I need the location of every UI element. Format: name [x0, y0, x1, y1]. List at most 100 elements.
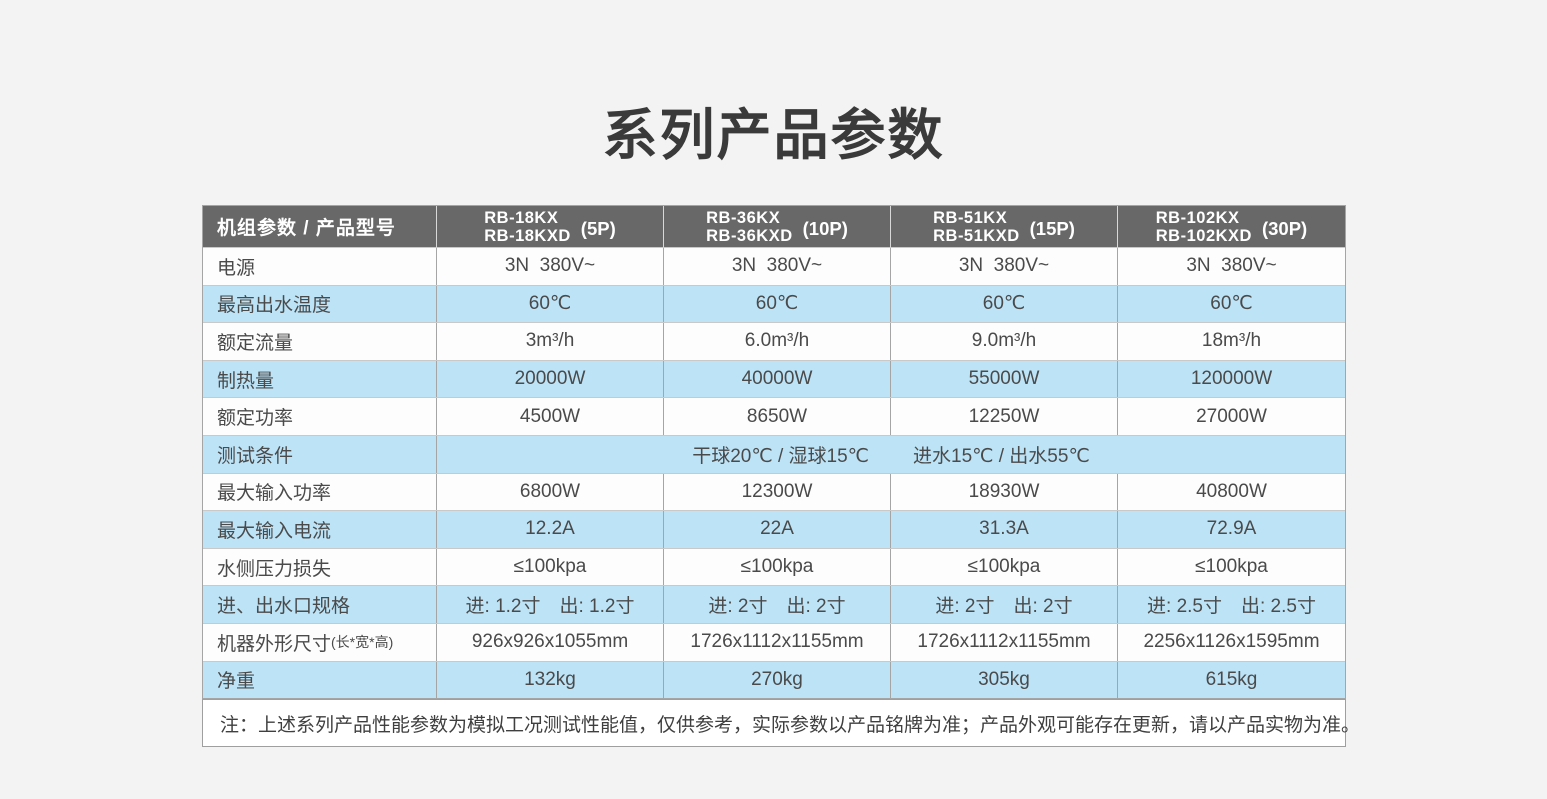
cell-value: 1726x1112x1155mm	[891, 623, 1118, 661]
model-names: RB-18KX RB-18KXD	[484, 209, 571, 245]
table-row-rated-flow: 额定流量 3m³/h 6.0m³/h 9.0m³/h 18m³/h	[203, 322, 1345, 360]
model-line2: RB-36KXD	[706, 226, 793, 245]
row-label: 测试条件	[203, 435, 437, 473]
table-row-test-conditions: 测试条件 干球20℃ / 湿球15℃ 进水15℃ / 出水55℃	[203, 434, 1345, 473]
cell-value: 进: 2.5寸 出: 2.5寸	[1147, 596, 1316, 618]
model-line1: RB-51KX	[933, 208, 1008, 227]
cell-value: 6800W	[437, 473, 664, 511]
cell-value: 9.0m³/h	[891, 323, 1118, 360]
merged-test-conditions-cell: 干球20℃ / 湿球15℃ 进水15℃ / 出水55℃	[437, 436, 1345, 473]
row-label: 制热量	[203, 360, 437, 398]
table-header-row: 机组参数 / 产品型号 RB-18KX RB-18KXD (5P) RB-36K…	[203, 206, 1345, 247]
table-row-power-supply: 电源 3N 380V~ 3N 380V~ 3N 380V~ 3N 380V~	[203, 247, 1345, 285]
cell-value: 305kg	[891, 661, 1118, 699]
cell-value: 60℃	[664, 285, 891, 323]
row-label: 最高出水温度	[203, 285, 437, 323]
power-rating: (5P)	[580, 217, 616, 239]
table-row-net-weight: 净重 132kg 270kg 305kg 615kg	[203, 660, 1345, 699]
page-title: 系列产品参数	[602, 104, 945, 166]
cell-value: 进: 1.2寸 出: 1.2寸	[437, 586, 664, 623]
cell-value: 926x926x1055mm	[437, 623, 664, 661]
row-label: 电源	[203, 248, 437, 285]
table-row-max-outlet-temp: 最高出水温度 60℃ 60℃ 60℃ 60℃	[203, 284, 1345, 323]
cell-value: 31.3A	[891, 511, 1118, 548]
cell-value: 6.0m³/h	[664, 323, 891, 360]
cell-value: 3m³/h	[437, 323, 664, 360]
test-condition-part1: 干球20℃ / 湿球15℃	[692, 445, 869, 467]
cell-value: 4500W	[437, 398, 664, 435]
model-line1: RB-102KX	[1155, 208, 1240, 227]
power-rating: (10P)	[802, 217, 848, 239]
cell-value: 进: 2寸 出: 2寸	[891, 586, 1118, 623]
cell-value: 60℃	[1210, 293, 1253, 315]
header-model-rb36: RB-36KX RB-36KXD (10P)	[664, 206, 891, 247]
table-row-max-input-current: 最大输入电流 12.2A 22A 31.3A 72.9A	[203, 510, 1345, 548]
model-line1: RB-36KX	[706, 208, 781, 227]
model-line1: RB-18KX	[484, 208, 559, 227]
footnote-text: 注：上述系列产品性能参数为模拟工况测试性能值，仅供参考，实际参数以产品铭牌为准；…	[220, 714, 1361, 736]
cell-value: 55000W	[891, 360, 1118, 398]
model-names: RB-102KX RB-102KXD	[1156, 209, 1252, 245]
cell-value: 40800W	[1196, 480, 1267, 502]
footnote: 注：上述系列产品性能参数为模拟工况测试性能值，仅供参考，实际参数以产品铭牌为准；…	[202, 699, 1360, 748]
cell-value: 18m³/h	[1201, 330, 1262, 352]
cell-value: 132kg	[437, 661, 664, 699]
cell-value: 270kg	[664, 661, 891, 699]
cell-value: 12.2A	[437, 511, 664, 548]
row-label: 机器外形尺寸 (长*宽*高)	[203, 623, 437, 661]
cell-value: 27000W	[1196, 405, 1267, 427]
model-line2: RB-18KXD	[484, 226, 571, 245]
table-row-water-pressure-loss: 水侧压力损失 ≤100kpa ≤100kpa ≤100kpa ≤100kpa	[203, 547, 1345, 586]
cell-value: ≤100kpa	[1195, 556, 1268, 578]
row-label: 进、出水口规格	[203, 586, 437, 623]
row-label: 最大输入功率	[203, 473, 437, 511]
table-row-inlet-outlet-spec: 进、出水口规格 进: 1.2寸 出: 1.2寸 进: 2寸 出: 2寸 进: 2…	[203, 585, 1345, 623]
table-row-dimensions: 机器外形尺寸 (长*宽*高) 926x926x1055mm 1726x1112x1…	[203, 622, 1345, 661]
row-label: 额定流量	[203, 323, 437, 360]
cell-value: 18930W	[891, 473, 1118, 511]
cell-value: ≤100kpa	[891, 548, 1118, 586]
spec-table-section: 机组参数 / 产品型号 RB-18KX RB-18KXD (5P) RB-36K…	[202, 205, 1360, 748]
cell-value: 3N 380V~	[1186, 255, 1277, 277]
cell-value: ≤100kpa	[664, 548, 891, 586]
header-model-rb51: RB-51KX RB-51KXD (15P)	[891, 206, 1118, 247]
cell-value: 615kg	[1205, 668, 1258, 690]
cell-value: 60℃	[437, 285, 664, 323]
cell-value: ≤100kpa	[437, 548, 664, 586]
row-label-text: 机器外形尺寸	[217, 633, 332, 655]
model-line2: RB-102KXD	[1155, 226, 1252, 245]
cell-value: 12250W	[891, 398, 1118, 435]
model-line2: RB-51KXD	[933, 226, 1020, 245]
test-condition-part2: 进水15℃ / 出水55℃	[913, 445, 1090, 467]
table-row-rated-power: 额定功率 4500W 8650W 12250W 27000W	[203, 397, 1345, 435]
model-names: RB-36KX RB-36KXD	[706, 209, 793, 245]
cell-value: 1726x1112x1155mm	[664, 623, 891, 661]
cell-value: 22A	[664, 511, 891, 548]
model-names: RB-51KX RB-51KXD	[933, 209, 1020, 245]
cell-value: 2256x1126x1595mm	[1143, 631, 1320, 653]
product-parameters-table: 机组参数 / 产品型号 RB-18KX RB-18KXD (5P) RB-36K…	[202, 205, 1346, 700]
header-model-rb18: RB-18KX RB-18KXD (5P)	[437, 206, 664, 247]
header-model-rb102: RB-102KX RB-102KXD (30P)	[1118, 206, 1345, 247]
row-label: 额定功率	[203, 398, 437, 435]
cell-value: 20000W	[437, 360, 664, 398]
cell-value: 72.9A	[1206, 518, 1257, 540]
cell-value: 3N 380V~	[437, 248, 664, 285]
cell-value: 120000W	[1190, 368, 1273, 390]
cell-value: 进: 2寸 出: 2寸	[664, 586, 891, 623]
table-row-max-input-power: 最大输入功率 6800W 12300W 18930W 40800W	[203, 472, 1345, 511]
power-rating: (30P)	[1261, 217, 1308, 239]
row-label: 水侧压力损失	[203, 548, 437, 586]
cell-value: 3N 380V~	[664, 248, 891, 285]
header-corner-cell: 机组参数 / 产品型号	[203, 206, 437, 247]
row-label: 最大输入电流	[203, 511, 437, 548]
cell-value: 60℃	[891, 285, 1118, 323]
cell-value: 40000W	[664, 360, 891, 398]
cell-value: 3N 380V~	[891, 248, 1118, 285]
row-label: 净重	[203, 661, 437, 699]
cell-value: 12300W	[664, 473, 891, 511]
power-rating: (15P)	[1029, 217, 1075, 239]
cell-value: 8650W	[664, 398, 891, 435]
table-row-heating-capacity: 制热量 20000W 40000W 55000W 120000W	[203, 359, 1345, 398]
row-label-suffix: (长*宽*高)	[331, 634, 394, 651]
